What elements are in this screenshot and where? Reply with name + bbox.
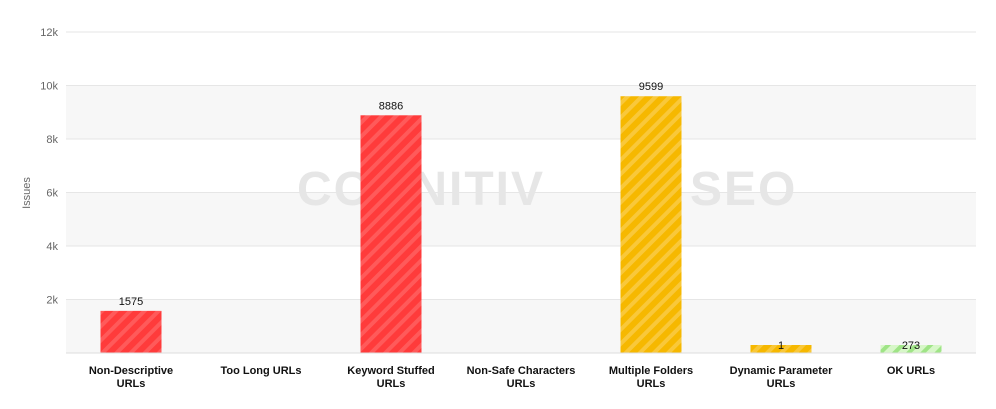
y-tick-label: 8k <box>46 134 58 146</box>
plot-band <box>66 299 976 353</box>
data-label: 1575 <box>119 296 143 308</box>
category-label: Non-Descriptive <box>89 365 173 377</box>
y-tick-label: 2k <box>46 295 58 307</box>
grid-lines <box>66 31 976 300</box>
category-label: OK URLs <box>887 365 935 377</box>
category-label: Keyword Stuffed <box>347 365 434 377</box>
category-label: Dynamic Parameter <box>730 365 833 377</box>
y-tick-label: 10k <box>40 81 58 93</box>
plot-band <box>66 192 976 246</box>
category-label: Non-Safe Characters <box>467 365 576 377</box>
category-label: URLs <box>637 378 666 390</box>
category-label: URLs <box>117 378 146 390</box>
plot-bands <box>66 85 976 353</box>
plot-band <box>66 85 976 139</box>
bars <box>100 96 942 354</box>
data-label: 9599 <box>639 81 663 93</box>
data-label: 273 <box>902 340 920 352</box>
bar <box>360 115 422 353</box>
data-label: 1 <box>778 340 784 352</box>
category-label: URLs <box>767 378 796 390</box>
data-labels: 1575 8886 9599 1 273 <box>119 81 920 352</box>
category-label: URLs <box>377 378 406 390</box>
y-tick-label: 6k <box>46 188 58 200</box>
bar <box>100 310 162 353</box>
y-axis-ticks: 2k 4k 6k 8k 10k 12k <box>40 27 58 307</box>
y-tick-label: 12k <box>40 27 58 39</box>
bar <box>620 96 682 354</box>
bar <box>750 345 812 353</box>
watermark-right: SEO <box>690 163 797 216</box>
data-label: 8886 <box>379 100 403 112</box>
category-label: Too Long URLs <box>220 365 301 377</box>
category-label: URLs <box>507 378 536 390</box>
category-label: Multiple Folders <box>609 365 693 377</box>
y-axis-title: Issues <box>21 177 33 209</box>
bar <box>880 345 942 353</box>
y-tick-label: 4k <box>46 241 58 253</box>
